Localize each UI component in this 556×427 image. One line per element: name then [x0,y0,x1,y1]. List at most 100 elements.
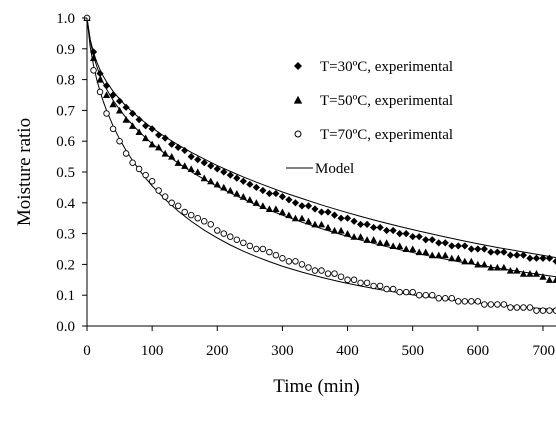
data-point-diamond [519,251,528,259]
x-tick-label: 100 [141,343,164,359]
legend-item-70c: T=70ºC, experimental [294,127,453,143]
data-point-triangle [207,177,215,185]
data-point-diamond [441,239,449,247]
data-point-triangle [526,270,534,277]
data-point-triangle [545,276,554,283]
data-point-triangle [278,208,287,216]
data-point-triangle [461,257,469,265]
data-point-triangle [480,260,488,268]
data-point-circle [253,245,260,253]
data-point-circle [500,301,508,308]
data-point-circle [448,295,456,302]
y-tick-label: 0.6 [56,134,75,150]
data-point-triangle [246,196,254,203]
data-point-diamond [174,143,182,151]
legend-item-30c: T=30ºC, experimental [294,59,453,75]
data-point-triangle [220,183,228,191]
data-point-circle [298,261,306,268]
data-point-triangle [383,239,391,246]
data-point-diamond [142,122,150,130]
data-point-diamond [461,242,469,250]
data-point-diamond [487,248,495,256]
data-point-circle [214,227,221,234]
data-point-circle [363,279,371,287]
data-point-circle [285,258,293,265]
data-point-triangle [415,248,423,256]
data-point-diamond [454,242,462,250]
data-point-diamond [220,168,228,176]
data-point-triangle [422,248,430,256]
data-point-diamond [187,153,195,161]
data-point-diamond [409,233,417,241]
data-point-circle [90,67,97,74]
data-point-circle [135,165,143,173]
y-tick-label: 0.5 [56,165,75,181]
data-point-triangle [168,153,176,160]
data-point-diamond [278,193,287,201]
data-point-triangle [213,180,221,188]
data-point-circle [259,245,267,253]
legend-marker-circle [294,130,302,138]
data-point-triangle [239,193,247,200]
y-tick-label: 0.2 [56,257,75,273]
data-point-diamond [415,233,423,241]
data-point-circle [331,270,338,277]
data-point-circle [148,177,156,185]
data-point-diamond [480,245,488,253]
data-point-diamond [448,242,456,250]
data-point-triangle [532,270,541,277]
data-point-circle [422,291,429,299]
data-point-diamond [161,134,169,142]
data-point-triangle [181,162,189,169]
data-point-circle [481,301,488,308]
data-point-triangle [291,214,300,222]
series-diamond [83,14,556,265]
data-point-triangle [115,106,124,114]
data-point-circle [474,298,482,305]
data-point-triangle [363,236,371,243]
data-point-circle [428,291,436,299]
data-point-triangle [304,217,313,225]
data-point-diamond [474,245,482,253]
data-point-triangle [142,134,150,142]
data-point-triangle [487,263,495,271]
data-point-circle [389,285,397,293]
data-point-diamond [389,226,397,235]
data-point-diamond [181,146,189,155]
legend-triangle-shape [293,95,303,104]
x-axis-title: Time (min) [273,376,359,397]
data-point-diamond [532,254,541,262]
data-point-circle [357,279,364,287]
data-point-circle [96,88,104,96]
x-tick-label: 300 [271,343,294,359]
data-point-triangle [330,226,339,234]
data-point-circle [552,307,556,314]
data-point-circle [311,267,319,274]
data-point-triangle [155,143,163,151]
legend: T=30ºC, experimental T=50ºC, experimenta… [286,59,453,177]
plot-area [83,14,556,314]
data-point-circle [279,254,286,262]
legend-item-50c: T=50ºC, experimental [293,93,453,109]
data-point-diamond [343,214,352,222]
y-tick-label: 0.7 [56,103,75,119]
data-point-triangle [252,199,260,206]
data-point-diamond [233,174,241,182]
legend-label-70c: T=70ºC, experimental [320,127,453,143]
data-point-circle [546,307,553,314]
data-point-triangle [519,270,528,277]
data-point-circle [507,304,514,311]
data-point-triangle [265,205,273,213]
data-point-circle [344,276,351,284]
data-point-diamond [545,254,554,262]
data-point-diamond [272,189,280,198]
data-point-circle [266,248,273,256]
y-tick-label: 0.8 [56,73,75,89]
data-point-triangle [311,220,319,228]
data-point-circle [533,307,540,314]
series-triangle [83,14,556,283]
data-point-diamond [207,162,215,170]
data-point-diamond [363,220,371,228]
data-point-diamond [194,156,202,164]
data-point-triangle [161,149,169,157]
